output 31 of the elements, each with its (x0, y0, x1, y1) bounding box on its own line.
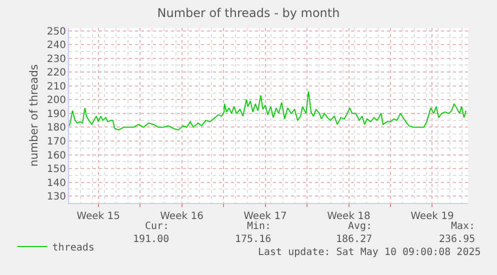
legend-label: threads (52, 242, 94, 254)
text: Min: (247, 221, 272, 232)
x-tick-label: Week 18 (327, 211, 370, 222)
text: Max: (451, 221, 476, 232)
x-tick-label: Week 17 (244, 211, 287, 222)
y-tick-label: 210 (46, 81, 66, 92)
text: Last update: Sat May 10 09:00:08 2025 (258, 247, 481, 258)
y-tick-label: 200 (46, 95, 66, 106)
y-tick-label: 150 (46, 164, 66, 176)
y-tick-label: 140 (46, 178, 66, 189)
x-tick-label: Week 16 (160, 211, 204, 222)
text: 175.16 (235, 234, 272, 245)
text: Avg: (348, 221, 372, 232)
y-tick-label: 160 (46, 150, 66, 162)
y-tick-label: 250 (46, 26, 66, 38)
text: 186.27 (336, 234, 372, 245)
line-series (69, 90, 467, 130)
y-tick-label: 180 (46, 122, 66, 134)
text: 236.95 (439, 234, 476, 245)
y-tick-label: 220 (46, 68, 66, 79)
chart-title: Number of threads - by month (157, 6, 340, 20)
x-tick-label: Week 19 (410, 211, 454, 222)
y-tick-label: 170 (46, 136, 66, 148)
text: Cur: (145, 221, 170, 232)
x-tick-label: Week 15 (76, 211, 120, 222)
y-tick-label: 240 (46, 40, 66, 52)
y-tick-label: 190 (46, 108, 66, 120)
text: 191.00 (133, 234, 170, 245)
y-tick-label: 230 (46, 54, 66, 65)
y-axis-title: number of threads (28, 64, 41, 167)
y-tick-label: 130 (46, 192, 66, 203)
